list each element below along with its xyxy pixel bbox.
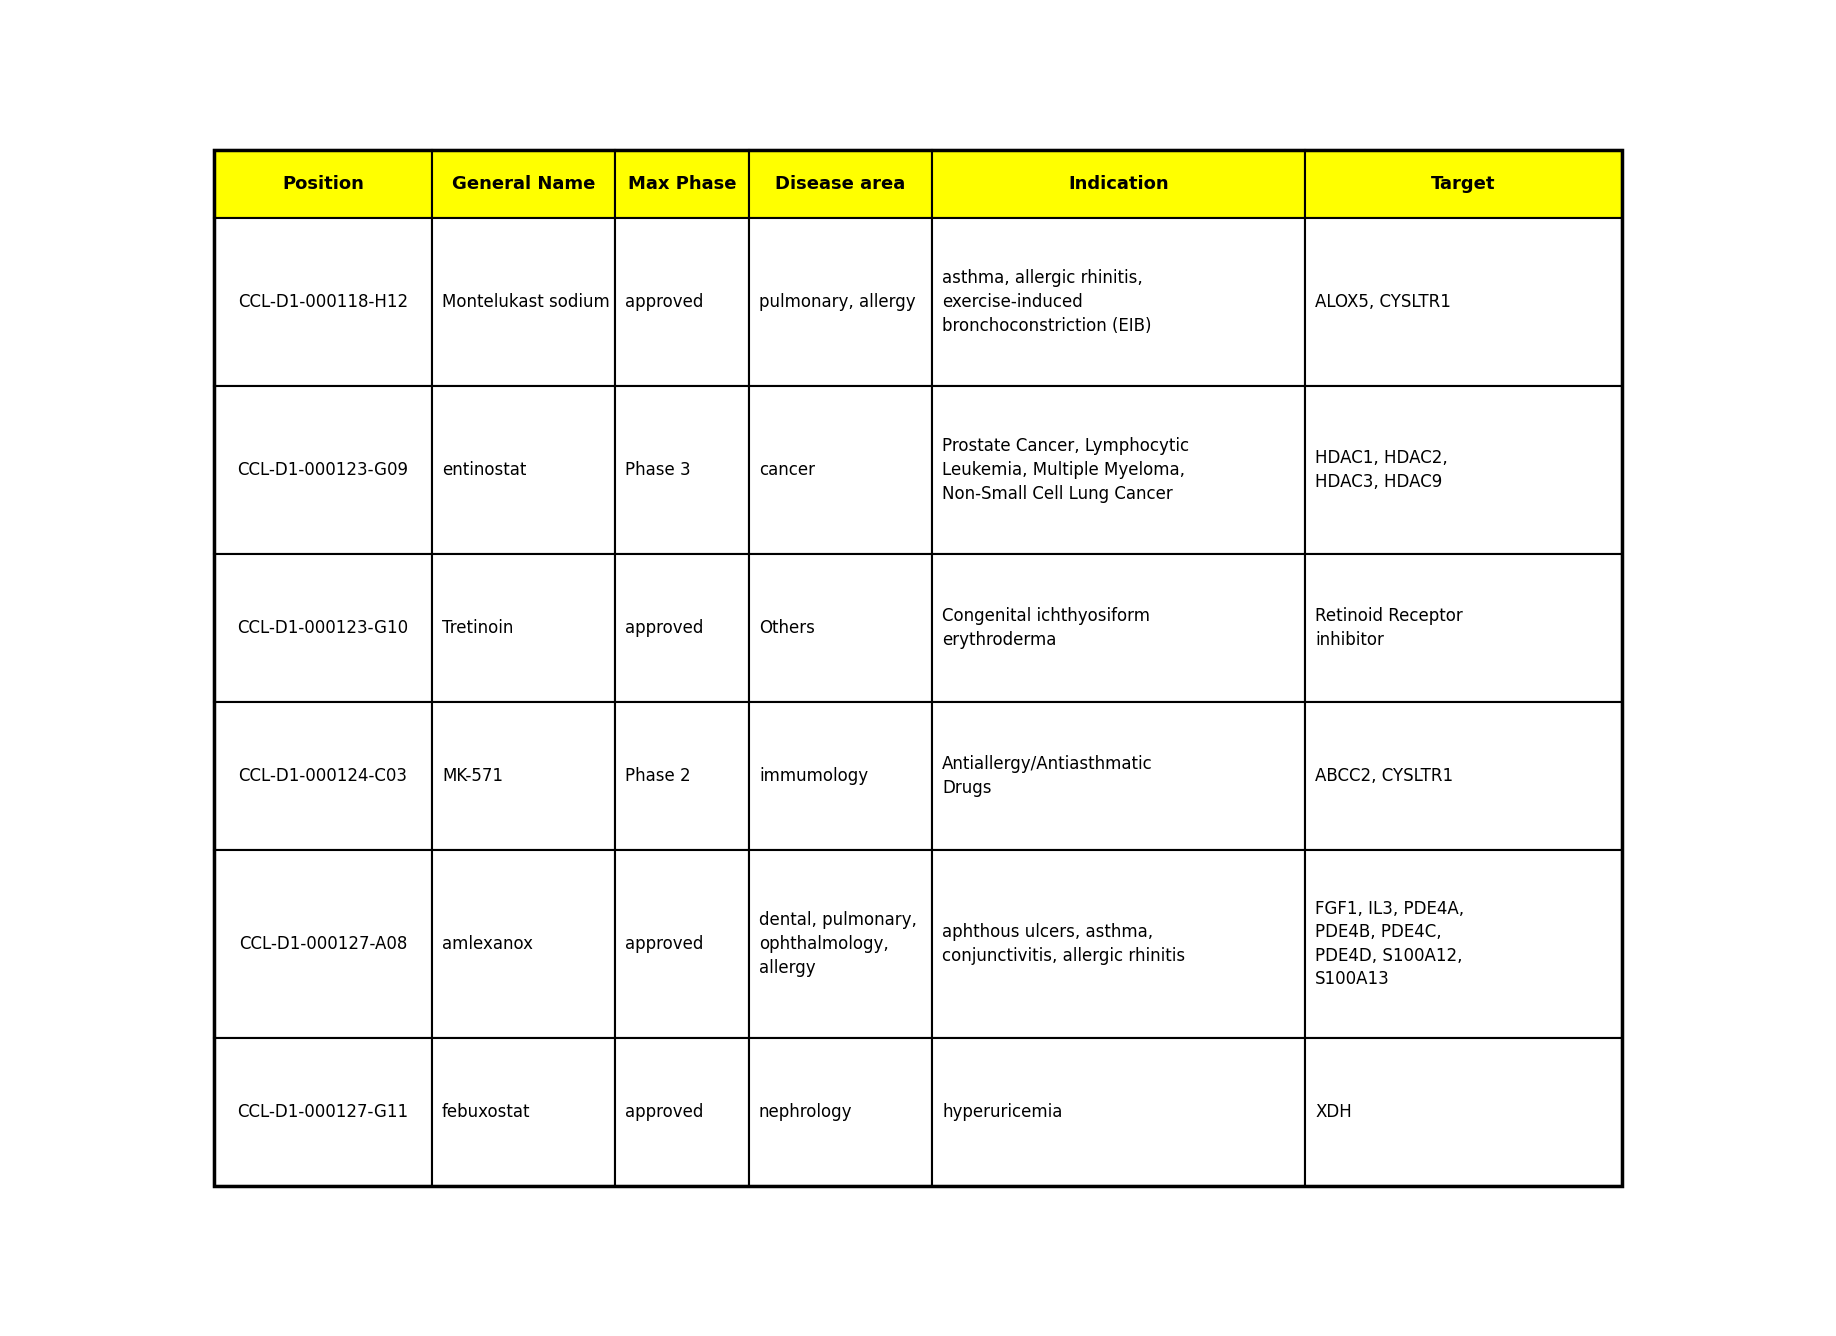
Text: approved: approved [624,935,703,953]
Text: pulmonary, allergy: pulmonary, allergy [758,293,916,311]
Bar [615,554,749,701]
Text: CCL-D1-000127-A08: CCL-D1-000127-A08 [239,935,408,953]
Text: hyperuricemia: hyperuricemia [942,1104,1063,1121]
Bar [933,554,1305,701]
Bar [933,701,1305,850]
Bar [215,554,431,701]
Text: Antiallergy/Antiasthmatic
Drugs: Antiallergy/Antiasthmatic Drugs [942,755,1153,796]
Bar [1305,554,1621,701]
Text: Max Phase: Max Phase [628,175,736,192]
Bar [1305,850,1621,1038]
Text: XDH: XDH [1315,1104,1351,1121]
Text: Retinoid Receptor
inhibitor: Retinoid Receptor inhibitor [1315,607,1463,649]
Text: asthma, allergic rhinitis,
exercise-induced
bronchoconstriction (EIB): asthma, allergic rhinitis, exercise-indu… [942,270,1151,334]
Text: HDAC1, HDAC2,
HDAC3, HDAC9: HDAC1, HDAC2, HDAC3, HDAC9 [1315,449,1449,490]
Text: approved: approved [624,1104,703,1121]
Bar [615,218,749,386]
Text: Tretinoin: Tretinoin [442,619,514,637]
Bar [749,150,933,218]
Bar [215,701,431,850]
Bar [749,1038,933,1186]
Bar [615,386,749,554]
Bar [749,554,933,701]
Bar [933,386,1305,554]
Text: FGF1, IL3, PDE4A,
PDE4B, PDE4C,
PDE4D, S100A12,
S100A13: FGF1, IL3, PDE4A, PDE4B, PDE4C, PDE4D, S… [1315,899,1463,989]
Text: Congenital ichthyosiform
erythroderma: Congenital ichthyosiform erythroderma [942,607,1149,649]
Text: Position: Position [283,175,364,192]
Text: Phase 2: Phase 2 [624,767,690,786]
Text: Prostate Cancer, Lymphocytic
Leukemia, Multiple Myeloma,
Non-Small Cell Lung Can: Prostate Cancer, Lymphocytic Leukemia, M… [942,437,1190,502]
Text: approved: approved [624,293,703,311]
Text: Others: Others [758,619,815,637]
Bar [615,850,749,1038]
Text: Phase 3: Phase 3 [624,461,690,480]
Text: dental, pulmonary,
ophthalmology,
allergy: dental, pulmonary, ophthalmology, allerg… [758,911,916,977]
Text: nephrology: nephrology [758,1104,852,1121]
Bar [933,1038,1305,1186]
Bar [1305,701,1621,850]
Text: CCL-D1-000118-H12: CCL-D1-000118-H12 [239,293,408,311]
Bar [749,701,933,850]
Bar [749,386,933,554]
Bar [431,554,615,701]
Bar [215,386,431,554]
Text: cancer: cancer [758,461,815,480]
Text: immumology: immumology [758,767,868,786]
Bar [431,386,615,554]
Text: aphthous ulcers, asthma,
conjunctivitis, allergic rhinitis: aphthous ulcers, asthma, conjunctivitis,… [942,923,1184,965]
Bar [1305,386,1621,554]
Bar [749,850,933,1038]
Bar [215,150,1621,1186]
Bar [1305,218,1621,386]
Bar [431,701,615,850]
Bar [749,218,933,386]
Bar [615,701,749,850]
Text: ALOX5, CYSLTR1: ALOX5, CYSLTR1 [1315,293,1450,311]
Text: General Name: General Name [452,175,595,192]
Bar [215,850,431,1038]
Bar [215,150,431,218]
Text: approved: approved [624,619,703,637]
Bar [1305,150,1621,218]
Text: ABCC2, CYSLTR1: ABCC2, CYSLTR1 [1315,767,1452,786]
Text: Target: Target [1432,175,1496,192]
Bar [431,150,615,218]
Text: entinostat: entinostat [442,461,527,480]
Bar [615,150,749,218]
Bar [215,218,431,386]
Text: CCL-D1-000124-C03: CCL-D1-000124-C03 [239,767,408,786]
Bar [933,150,1305,218]
Text: Disease area: Disease area [775,175,905,192]
Text: febuxostat: febuxostat [442,1104,531,1121]
Bar [1305,1038,1621,1186]
Text: CCL-D1-000123-G10: CCL-D1-000123-G10 [237,619,409,637]
Bar [431,1038,615,1186]
Bar [933,218,1305,386]
Text: CCL-D1-000123-G09: CCL-D1-000123-G09 [237,461,408,480]
Text: CCL-D1-000127-G11: CCL-D1-000127-G11 [237,1104,409,1121]
Bar [615,1038,749,1186]
Text: MK-571: MK-571 [442,767,503,786]
Bar [431,850,615,1038]
Bar [933,850,1305,1038]
Text: Indication: Indication [1069,175,1170,192]
Text: Montelukast sodium: Montelukast sodium [442,293,610,311]
Text: amlexanox: amlexanox [442,935,532,953]
Bar [215,1038,431,1186]
Bar [431,218,615,386]
